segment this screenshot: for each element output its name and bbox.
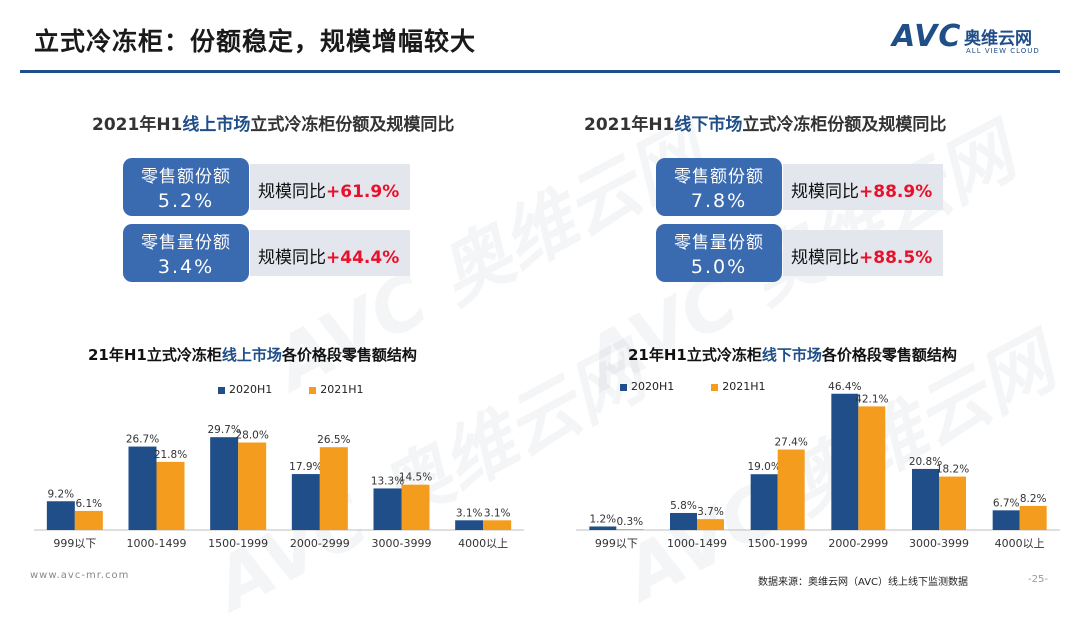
logo-mark: AVC [892, 19, 962, 54]
legend-label-2020: 2020H1 [631, 380, 675, 393]
category-label: 1500-1999 [208, 537, 268, 550]
data-label-2020H1: 46.4% [828, 381, 861, 393]
data-label-2021H1: 27.4% [774, 437, 807, 449]
bar-2021H1 [777, 449, 805, 530]
offline-section-title: 2021年H1线下市场立式冷冻柜份额及规模同比 [584, 115, 947, 135]
category-label: 2000-2999 [828, 537, 888, 550]
data-label-2021H1: 42.1% [855, 393, 888, 405]
data-label-2020H1: 6.7% [993, 497, 1020, 509]
bar-2020H1 [992, 510, 1020, 530]
bar-2020H1 [373, 488, 402, 530]
bar-2021H1 [74, 510, 103, 530]
legend-swatch-2020 [620, 383, 627, 391]
bar-2020H1 [670, 512, 697, 530]
bar-2021H1 [319, 447, 348, 530]
bar-2020H1 [210, 437, 239, 530]
data-label-2020H1: 19.0% [747, 461, 780, 473]
avc-logo: AVC 奥维云网 ALL VIEW CLOUD [892, 19, 1060, 62]
bar-2020H1 [831, 393, 859, 530]
bar-2020H1 [589, 526, 617, 530]
offline-volume-badge: 零售量份额 5.0% [656, 224, 782, 282]
bar-2021H1 [156, 461, 185, 530]
data-label-2021H1: 6.1% [75, 498, 102, 510]
bar-2020H1 [912, 468, 939, 530]
offline-amount-badge: 零售额份额 7.8% [656, 158, 782, 216]
online-volume-yoy: 规模同比+44.4% [258, 248, 400, 268]
page-title: 立式冷冻柜：份额稳定，规模增幅较大 [34, 27, 477, 56]
data-label-2020H1: 9.2% [47, 488, 74, 500]
offline-chart-title: 21年H1立式冷冻柜线下市场各价格段零售额结构 [628, 346, 957, 364]
data-label-2021H1: 3.1% [484, 507, 511, 519]
title-divider [20, 70, 1060, 73]
bar-2020H1 [128, 446, 157, 530]
category-label: 4000以上 [995, 537, 1045, 550]
category-label: 1500-1999 [748, 537, 808, 550]
online-amount-card: 零售额份额 5.2% 规模同比+61.9% [123, 158, 410, 216]
data-label-2020H1: 5.8% [670, 500, 697, 512]
online-bar-chart: 9.2%6.1% 999以下 26.7% 21.8% 1000-1499 29.7%28.… [34, 424, 524, 550]
offline-volume-card: 零售量份额 5.0% 规模同比+88.5% [656, 224, 943, 282]
online-volume-badge: 零售量份额 3.4% [123, 224, 249, 282]
legend-label-2021: 2021H1 [722, 380, 766, 393]
offline-amount-card: 零售额份额 7.8% 规模同比+88.9% [656, 158, 943, 216]
data-label-2021H1: 14.5% [399, 472, 432, 484]
online-legend: 2020H1 2021H1 [218, 383, 364, 396]
logo-name-cn: 奥维云网 [964, 29, 1032, 49]
category-label: 3000-3999 [372, 537, 432, 550]
data-label-2021H1: 26.5% [317, 434, 350, 446]
data-label-2020H1: 1.2% [589, 513, 616, 525]
legend-label-2020: 2020H1 [229, 383, 273, 396]
category-label: 4000以上 [458, 537, 508, 550]
online-chart-title: 21年H1立式冷冻柜线上市场各价格段零售额结构 [88, 346, 417, 364]
data-label-2020H1: 26.7% [126, 434, 159, 446]
data-label-2021H1: 21.8% [154, 449, 187, 461]
legend-swatch-2021 [309, 386, 317, 394]
offline-bar-chart: 1.2% 0.3% 999以下 5.8%3.7% 1000-1499 19.0% 27.4%… [576, 381, 1060, 550]
legend-label-2021: 2021H1 [320, 383, 364, 396]
bar-2020H1 [750, 474, 778, 530]
bar-2020H1 [455, 520, 484, 530]
category-label: 3000-3999 [909, 537, 969, 550]
data-label-2021H1: 18.2% [936, 464, 969, 476]
bar-2021H1 [616, 529, 644, 530]
bar-2021H1 [1019, 505, 1047, 530]
page-number: -25- [1028, 574, 1048, 585]
offline-volume-yoy: 规模同比+88.5% [791, 248, 933, 268]
category-label: 2000-2999 [290, 537, 350, 550]
bar-2020H1 [291, 474, 320, 530]
category-label: 1000-1499 [127, 537, 187, 550]
bar-2021H1 [858, 406, 886, 530]
data-label-2020H1: 17.9% [289, 461, 322, 473]
category-label: 1000-1499 [667, 537, 727, 550]
logo-name-en: ALL VIEW CLOUD [966, 47, 1040, 55]
online-amount-yoy: 规模同比+61.9% [258, 182, 400, 202]
legend-swatch-2021 [711, 383, 719, 391]
data-label-2021H1: 28.0% [235, 430, 268, 442]
data-label-2020H1: 29.7% [207, 424, 240, 436]
data-label-2020H1: 13.3% [371, 475, 404, 487]
bar-2021H1 [697, 519, 724, 530]
online-section-title: 2021年H1线上市场立式冷冻柜份额及规模同比 [92, 115, 455, 135]
online-amount-badge: 零售额份额 5.2% [123, 158, 249, 216]
data-source: 数据来源：奥维云网（AVC）线上线下监测数据 [758, 577, 969, 588]
bar-2021H1 [939, 476, 966, 530]
footer-url: www.avc-mr.com [30, 570, 130, 581]
data-label-2020H1: 20.8% [909, 456, 942, 468]
legend-swatch-2020 [218, 386, 225, 394]
offline-legend: 2020H1 2021H1 [620, 380, 766, 393]
data-label-2021H1: 0.3% [616, 516, 643, 528]
category-label: 999以下 [53, 537, 96, 550]
bar-2021H1 [401, 484, 430, 530]
bar-2020H1 [46, 501, 75, 530]
online-volume-card: 零售量份额 3.4% 规模同比+44.4% [123, 224, 410, 282]
bar-2021H1 [483, 520, 512, 530]
offline-amount-yoy: 规模同比+88.9% [791, 182, 933, 202]
data-label-2020H1: 3.1% [456, 507, 483, 519]
category-label: 999以下 [595, 537, 638, 550]
data-label-2021H1: 3.7% [697, 506, 724, 518]
data-label-2021H1: 8.2% [1020, 493, 1047, 505]
bar-2021H1 [238, 442, 267, 530]
